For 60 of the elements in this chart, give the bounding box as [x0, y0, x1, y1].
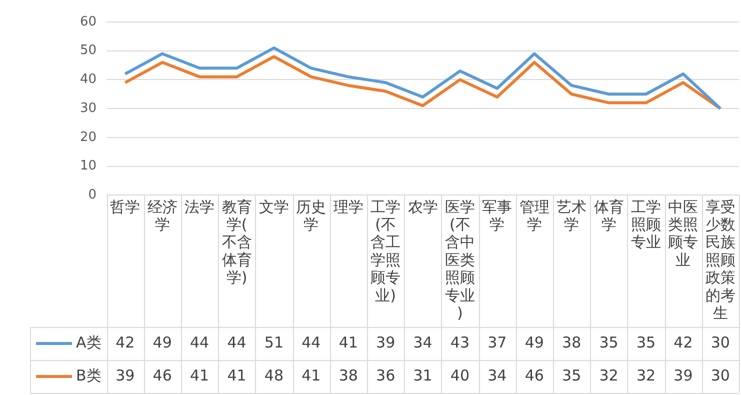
- data-label: 46: [152, 366, 172, 384]
- data-label: 38: [562, 333, 582, 352]
- data-label: 35: [562, 366, 582, 384]
- data-label: 51: [264, 333, 284, 352]
- x-tick-label: 工学照顾专业: [630, 198, 661, 252]
- data-label: 44: [190, 333, 210, 352]
- data-label: 37: [488, 333, 507, 352]
- data-label: 38: [338, 366, 358, 384]
- x-tick-label: 农学: [408, 198, 438, 216]
- data-label: 49: [152, 333, 172, 352]
- data-label: 39: [116, 366, 135, 384]
- data-label: 31: [413, 366, 432, 384]
- x-tick-label: 法学: [184, 198, 215, 216]
- data-label: 30: [710, 333, 730, 352]
- legend-label: B类: [76, 366, 102, 384]
- legend-label: A类: [76, 333, 102, 352]
- data-label: 44: [302, 333, 321, 352]
- data-label: 34: [413, 333, 432, 352]
- data-label: 35: [636, 333, 656, 352]
- data-label: 39: [376, 333, 396, 352]
- data-label: 39: [674, 366, 693, 384]
- data-label: 42: [674, 333, 693, 352]
- y-tick-label: 10: [80, 158, 97, 174]
- data-label: 44: [227, 333, 246, 352]
- data-label: 41: [338, 333, 358, 352]
- y-tick-label: 30: [80, 100, 97, 116]
- x-tick-label: 文学: [258, 198, 289, 216]
- x-tick-label: 享受少数民族照顾政策的考生: [705, 198, 736, 322]
- data-label: 40: [450, 366, 470, 384]
- x-tick-label: 医学(不含中医类照顾专业): [444, 198, 475, 322]
- y-tick-label: 60: [80, 14, 97, 30]
- x-tick-label: 理学: [333, 198, 364, 216]
- data-label: 41: [227, 366, 246, 384]
- data-label: 43: [450, 333, 470, 352]
- y-tick-label: 20: [80, 130, 97, 145]
- x-tick-label: 军事学: [482, 198, 512, 234]
- x-tick-label: 哲学: [110, 198, 140, 216]
- x-tick-label: 工学(不含工学照顾专业): [370, 198, 401, 304]
- data-label: 41: [302, 366, 321, 384]
- x-tick-label: 管理学: [519, 198, 550, 234]
- data-label: 46: [524, 366, 544, 384]
- data-label: 49: [524, 333, 544, 352]
- data-label: 42: [116, 333, 135, 352]
- data-label: 34: [488, 366, 507, 384]
- x-tick-label: 经济学: [147, 198, 178, 234]
- x-tick-label: 中医类照顾专业: [668, 198, 698, 269]
- x-tick-label: 历史学: [296, 198, 326, 234]
- y-tick-label: 0: [88, 187, 97, 202]
- x-tick-label: 教育学(不含体育学): [222, 198, 252, 287]
- data-label: 35: [599, 333, 618, 352]
- y-tick-label: 50: [80, 43, 97, 58]
- x-tick-label: 体育学: [594, 198, 624, 234]
- data-label: 41: [190, 366, 210, 384]
- data-label: 48: [264, 366, 284, 384]
- data-label: 32: [599, 366, 618, 384]
- y-tick-label: 40: [80, 72, 97, 88]
- data-label: 32: [636, 366, 656, 384]
- data-label: 30: [710, 366, 730, 384]
- data-label: 36: [376, 366, 396, 384]
- x-tick-label: 艺术学: [556, 198, 587, 234]
